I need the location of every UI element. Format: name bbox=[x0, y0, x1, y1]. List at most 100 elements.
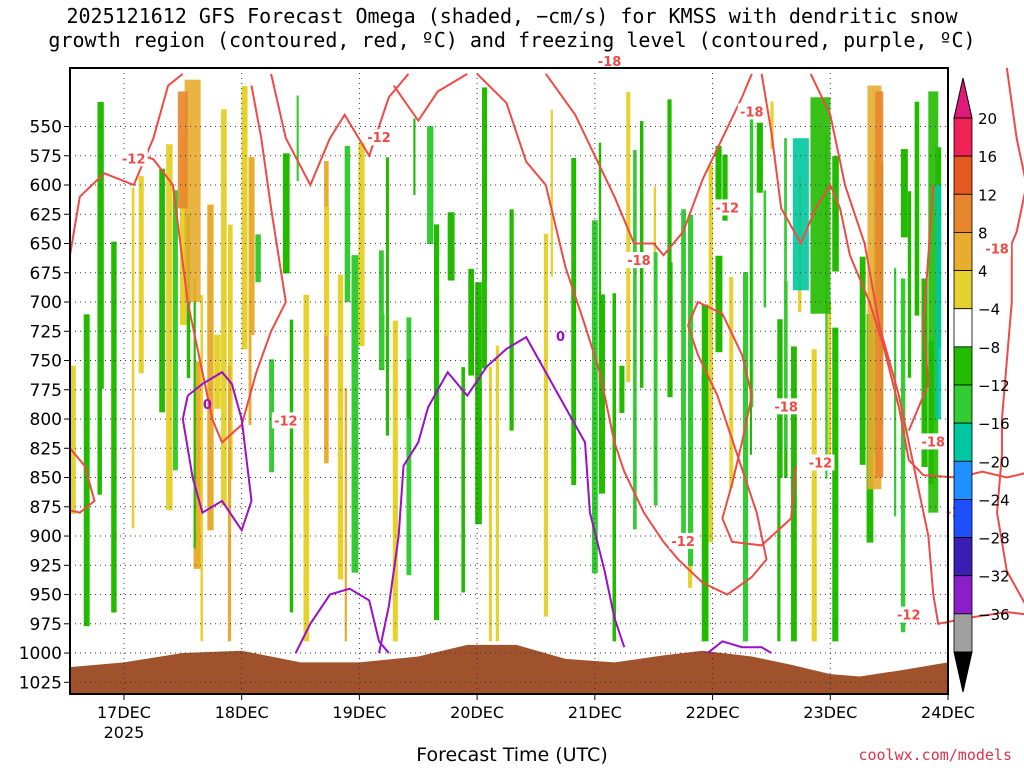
red-contour-line bbox=[544, 73, 753, 257]
colorbar-label: −16 bbox=[978, 415, 1010, 433]
omega-shading-streak bbox=[859, 256, 866, 465]
omega-shading-streak bbox=[207, 204, 214, 531]
omega-shading-streak bbox=[303, 294, 310, 642]
colorbar-swatch bbox=[953, 537, 973, 577]
x-axis-title: Forecast Time (UTC) bbox=[416, 744, 608, 766]
omega-shading-streak bbox=[708, 165, 713, 543]
omega-shading-streak bbox=[433, 224, 440, 621]
title-line-2: growth region (contoured, red, ºC) and f… bbox=[48, 28, 976, 52]
omega-shading-streak bbox=[193, 278, 196, 549]
colorbar-swatch bbox=[953, 117, 973, 157]
colorbar-swatch bbox=[953, 232, 973, 271]
omega-shading-streak bbox=[296, 95, 299, 182]
omega-shading-streak bbox=[166, 144, 173, 511]
omega-shading-streak bbox=[571, 158, 577, 486]
omega-shading-streak bbox=[756, 122, 763, 193]
contour-label-text: -18 bbox=[598, 55, 622, 70]
colorbar-swatch bbox=[953, 193, 973, 233]
omega-shading-streak bbox=[227, 366, 232, 642]
colorbar-swatch bbox=[953, 346, 973, 386]
omega-shading-streak bbox=[921, 278, 928, 467]
y-tick-label: 925 bbox=[30, 556, 62, 576]
omega-shading-streak bbox=[406, 358, 411, 419]
omega-shading-streak bbox=[784, 138, 787, 451]
contour-label: -12 bbox=[669, 532, 698, 550]
contour-label-text: -18 bbox=[774, 400, 798, 415]
red-contour-line bbox=[760, 73, 1024, 479]
contour-label-text: -18 bbox=[922, 435, 946, 450]
y-tick-label: 975 bbox=[30, 615, 62, 635]
y-tick-label: 775 bbox=[30, 381, 62, 401]
y-tick-label: 825 bbox=[30, 439, 62, 459]
omega-shading-streak bbox=[701, 304, 709, 406]
omega-shading-streak bbox=[742, 272, 749, 642]
omega-shading-region bbox=[184, 79, 201, 303]
y-tick-label: 700 bbox=[30, 293, 62, 313]
omega-shading-streak bbox=[543, 233, 548, 617]
colorbar-swatch bbox=[953, 422, 973, 462]
colorbar-label: 16 bbox=[978, 148, 997, 166]
contour-label: -18 bbox=[595, 53, 624, 70]
colorbar-label: −24 bbox=[978, 491, 1010, 509]
contour-label-bg bbox=[772, 398, 801, 415]
omega-shading-streak bbox=[591, 220, 598, 574]
omega-shading-streak bbox=[179, 135, 187, 326]
contour-label-bg bbox=[983, 240, 1012, 257]
contour-label-text: -12 bbox=[809, 456, 833, 471]
contour-label: -12 bbox=[271, 412, 300, 429]
x-tick-label: 20DEC bbox=[450, 703, 504, 722]
chart-title: 2025121612 GFS Forecast Omega (shaded, −… bbox=[0, 4, 1024, 52]
contour-label-bg bbox=[365, 129, 394, 146]
omega-shading-streak bbox=[900, 278, 906, 633]
y-tick-label: 600 bbox=[30, 176, 62, 196]
omega-shading-streak bbox=[811, 349, 817, 642]
omega-shading-streak bbox=[715, 255, 723, 353]
omega-shading-streak bbox=[413, 118, 416, 196]
x-tick-label: 21DEC bbox=[568, 703, 622, 722]
contour-label-bg bbox=[737, 103, 766, 120]
x-tick-label: 19DEC bbox=[332, 703, 386, 722]
contour-label: -18 bbox=[983, 240, 1012, 257]
omega-shading-streak bbox=[193, 361, 201, 569]
contour-label: -18 bbox=[919, 433, 948, 450]
omega-shading-streak bbox=[385, 157, 389, 436]
omega-shading-streak bbox=[255, 234, 261, 283]
colorbar-label: 4 bbox=[978, 263, 988, 281]
red-contour-line bbox=[69, 73, 184, 256]
omega-shading-streak bbox=[468, 268, 475, 376]
contour-label-bg bbox=[595, 53, 624, 70]
colorbar-swatch bbox=[953, 308, 973, 348]
contour-label-bg bbox=[624, 252, 653, 269]
colorbar-swatch bbox=[953, 575, 973, 615]
omega-shading-streak bbox=[598, 142, 602, 397]
contour-label-text: -12 bbox=[122, 152, 146, 167]
y-tick-label: 950 bbox=[30, 586, 62, 606]
omega-shading-streak bbox=[358, 142, 365, 347]
title-line-1: 2025121612 GFS Forecast Omega (shaded, −… bbox=[66, 4, 958, 28]
x-tick-label: 24DEC bbox=[921, 703, 975, 722]
omega-shading-streak bbox=[509, 209, 514, 431]
omega-shading-streak bbox=[900, 149, 908, 238]
omega-shading-streak bbox=[482, 211, 487, 369]
contour-label-bg bbox=[894, 606, 923, 623]
red-contour-line bbox=[270, 73, 410, 188]
red-contour-line bbox=[133, 85, 287, 445]
x-year-label: 2025 bbox=[104, 723, 145, 742]
omega-shading-streak bbox=[722, 154, 728, 221]
y-tick-label: 875 bbox=[30, 498, 62, 518]
contour-label-bg bbox=[806, 454, 835, 471]
colorbar-swatch bbox=[953, 613, 973, 653]
y-tick-label: 1025 bbox=[19, 673, 62, 693]
omega-shading-streak bbox=[482, 87, 488, 280]
omega-shading-streak bbox=[612, 293, 617, 642]
omega-shading-region bbox=[177, 91, 188, 209]
omega-shading-streak bbox=[667, 99, 672, 362]
omega-shading-streak bbox=[488, 366, 492, 642]
omega-shading-streak bbox=[825, 302, 832, 463]
y-tick-label: 850 bbox=[30, 469, 62, 489]
omega-shading-streak bbox=[344, 145, 351, 303]
contour-label: -12 bbox=[365, 129, 394, 146]
omega-shading-streak bbox=[289, 319, 294, 613]
contour-label: -12 bbox=[806, 454, 835, 471]
omega-shading-streak bbox=[681, 209, 686, 535]
